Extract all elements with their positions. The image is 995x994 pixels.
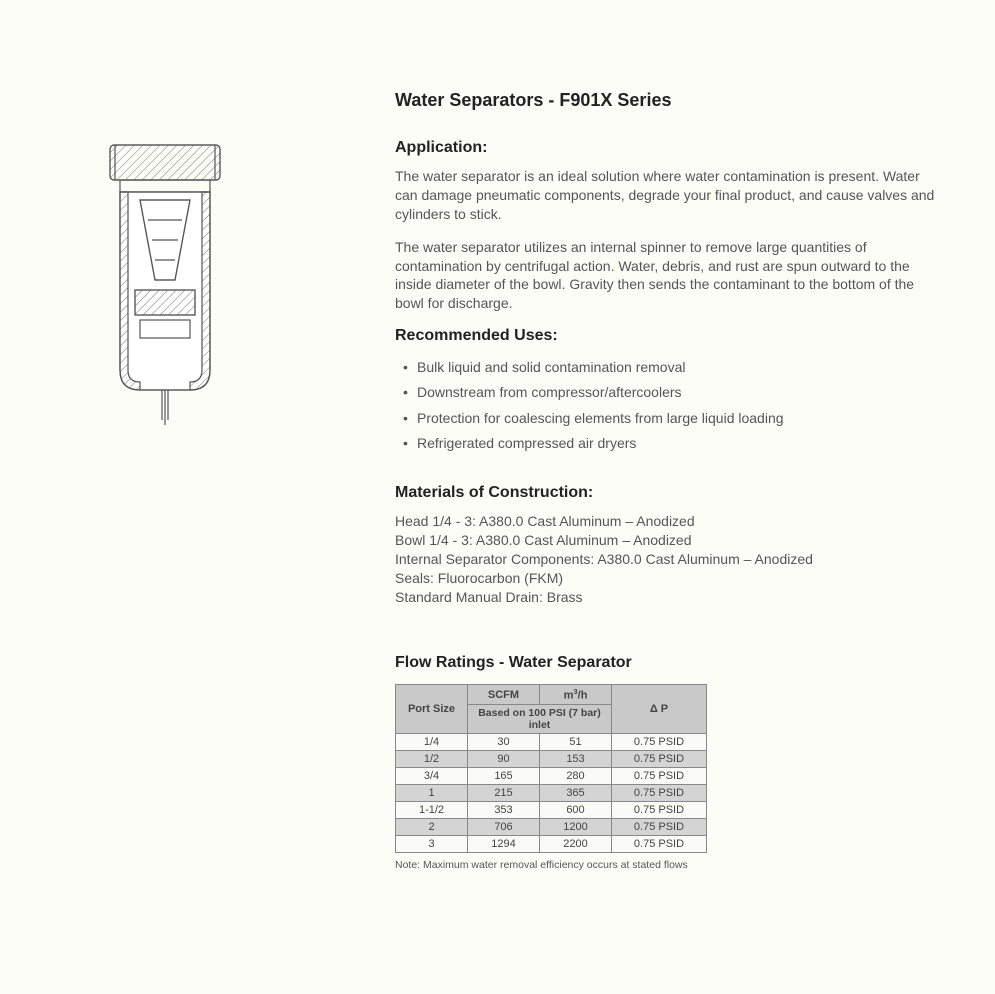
cell-port: 3: [396, 836, 468, 853]
cell-dp: 0.75 PSID: [612, 785, 707, 802]
cell-m3h: 280: [540, 768, 612, 785]
list-item: Protection for coalescing elements from …: [395, 406, 935, 431]
cell-scfm: 353: [468, 802, 540, 819]
cell-scfm: 706: [468, 819, 540, 836]
table-row: 1/2 90 153 0.75 PSID: [396, 751, 707, 768]
cell-port: 1: [396, 785, 468, 802]
col-header-m3h: m3/h: [540, 685, 612, 705]
application-para-2: The water separator utilizes an internal…: [395, 238, 935, 314]
flow-table-body: 1/4 30 51 0.75 PSID 1/2 90 153 0.75 PSID…: [396, 734, 707, 853]
cell-scfm: 215: [468, 785, 540, 802]
page-root: Water Separators - F901X Series Applicat…: [0, 0, 995, 911]
cell-dp: 0.75 PSID: [612, 836, 707, 853]
materials-line: Standard Manual Drain: Brass: [395, 588, 935, 607]
cell-dp: 0.75 PSID: [612, 734, 707, 751]
table-row: 3 1294 2200 0.75 PSID: [396, 836, 707, 853]
materials-line: Bowl 1/4 - 3: A380.0 Cast Aluminum – Ano…: [395, 531, 935, 550]
materials-line: Head 1/4 - 3: A380.0 Cast Aluminum – Ano…: [395, 512, 935, 531]
uses-list: Bulk liquid and solid contamination remo…: [395, 355, 935, 456]
col-header-scfm: SCFM: [468, 685, 540, 705]
cell-m3h: 1200: [540, 819, 612, 836]
table-row: 1 215 365 0.75 PSID: [396, 785, 707, 802]
col-header-dp: Δ P: [612, 685, 707, 734]
col-header-port: Port Size: [396, 685, 468, 734]
flow-table: Port Size SCFM m3/h Δ P Based on 100 PSI…: [395, 684, 707, 853]
page-title: Water Separators - F901X Series: [395, 90, 935, 111]
cell-scfm: 30: [468, 734, 540, 751]
table-row: 2 706 1200 0.75 PSID: [396, 819, 707, 836]
list-item: Downstream from compressor/aftercoolers: [395, 380, 935, 405]
flow-note: Note: Maximum water removal efficiency o…: [395, 859, 935, 871]
cell-port: 1-1/2: [396, 802, 468, 819]
cell-dp: 0.75 PSID: [612, 802, 707, 819]
cell-scfm: 1294: [468, 836, 540, 853]
cell-scfm: 90: [468, 751, 540, 768]
materials-lines: Head 1/4 - 3: A380.0 Cast Aluminum – Ano…: [395, 512, 935, 606]
diagram-column: [80, 90, 340, 871]
cell-dp: 0.75 PSID: [612, 819, 707, 836]
cell-port: 2: [396, 819, 468, 836]
materials-line: Seals: Fluorocarbon (FKM): [395, 569, 935, 588]
cell-scfm: 165: [468, 768, 540, 785]
application-heading: Application:: [395, 139, 935, 157]
cell-dp: 0.75 PSID: [612, 768, 707, 785]
materials-block: Materials of Construction: Head 1/4 - 3:…: [395, 484, 935, 606]
cell-m3h: 600: [540, 802, 612, 819]
content-column: Water Separators - F901X Series Applicat…: [340, 90, 935, 871]
table-row: 1/4 30 51 0.75 PSID: [396, 734, 707, 751]
cell-dp: 0.75 PSID: [612, 751, 707, 768]
cell-port: 1/4: [396, 734, 468, 751]
cell-port: 3/4: [396, 768, 468, 785]
cell-port: 1/2: [396, 751, 468, 768]
cell-m3h: 2200: [540, 836, 612, 853]
cell-m3h: 153: [540, 751, 612, 768]
uses-heading: Recommended Uses:: [395, 327, 935, 345]
flow-heading: Flow Ratings - Water Separator: [395, 654, 935, 672]
table-row: 3/4 165 280 0.75 PSID: [396, 768, 707, 785]
cell-m3h: 51: [540, 734, 612, 751]
materials-line: Internal Separator Components: A380.0 Ca…: [395, 550, 935, 569]
col-subheader: Based on 100 PSI (7 bar) inlet: [468, 705, 612, 734]
table-row: 1-1/2 353 600 0.75 PSID: [396, 802, 707, 819]
separator-diagram: [80, 140, 250, 430]
list-item: Refrigerated compressed air dryers: [395, 431, 935, 456]
materials-heading: Materials of Construction:: [395, 484, 935, 502]
cell-m3h: 365: [540, 785, 612, 802]
application-para-1: The water separator is an ideal solution…: [395, 167, 935, 224]
list-item: Bulk liquid and solid contamination remo…: [395, 355, 935, 380]
